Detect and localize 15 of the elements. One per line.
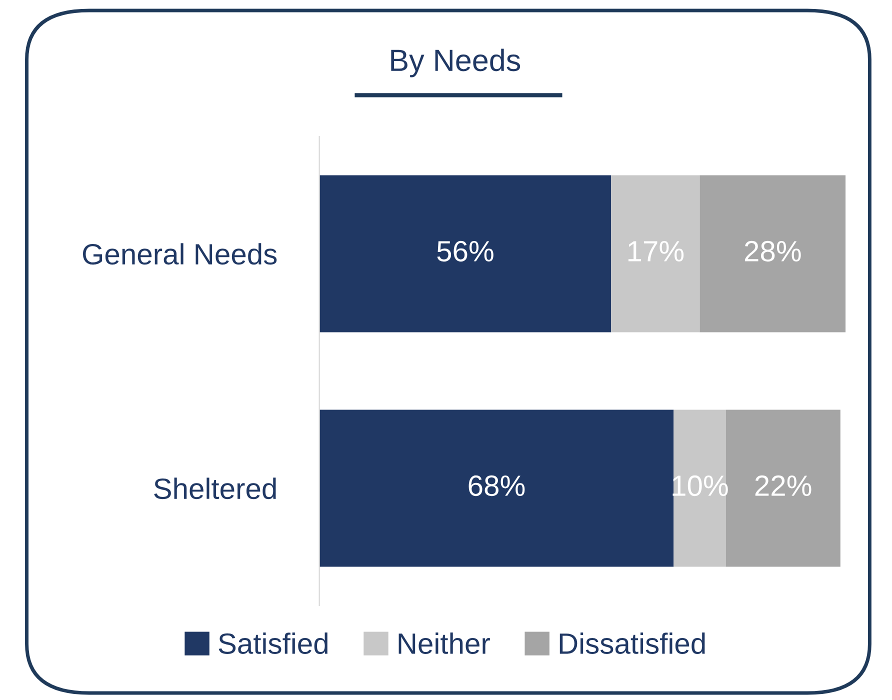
bar [611,175,700,332]
legend-label: Satisfied [218,632,328,654]
y-tick-label: General Needs [82,243,277,265]
legend-label: Neither [398,632,490,654]
bar [319,175,612,332]
data-label: 68% [468,475,525,496]
bar [674,410,726,567]
chart-title: By Needs [391,48,520,78]
data-label: 22% [755,475,812,496]
y-tick-label: Sheltered [154,478,276,500]
legend-label: Dissatisfied [560,632,705,654]
data-label: 28% [744,240,801,262]
bar [700,175,846,332]
bar [319,410,674,567]
data-label: 56% [437,240,494,262]
